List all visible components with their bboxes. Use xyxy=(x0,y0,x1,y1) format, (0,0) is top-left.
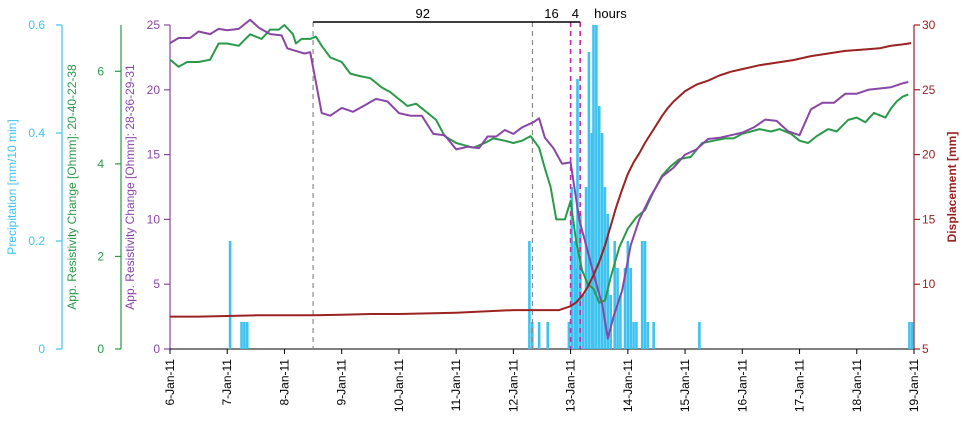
precipitation-bar xyxy=(584,187,588,349)
precipitation-bar xyxy=(546,322,550,349)
x-tick-label: 18-Jan-11 xyxy=(850,359,864,412)
interval-label: 4 xyxy=(572,6,579,21)
precipitation-bar xyxy=(698,322,701,349)
precipitation-bar xyxy=(613,241,616,349)
precipitation-bar xyxy=(616,268,619,349)
green-tick-label: 6 xyxy=(97,64,104,78)
precipitation-bar xyxy=(908,322,911,349)
purple-tick-label: 10 xyxy=(147,212,161,226)
purple-axis-title: App. Resistivity Change [Ohmm]: 28-36-29… xyxy=(123,64,137,310)
displacement-axis-title: Displacement [mm] xyxy=(945,132,959,243)
x-tick-label: 7-Jan-11 xyxy=(220,359,234,406)
disp-tick-label: 10 xyxy=(922,277,936,291)
displacement-axis: 5 10 15 20 25 30 Displacement [mm] xyxy=(913,18,959,356)
precipitation-axis: 0 0.2 0.4 0.6 Precipitation [mm/10 min] xyxy=(5,18,63,356)
interval-annotations: 92 16 4 hours xyxy=(313,6,627,23)
precipitation-bar xyxy=(910,322,914,349)
x-tick-label: 9-Jan-11 xyxy=(335,359,349,406)
green-axis-title: App. Resistivity Change [Ohmm]: 20-40-22… xyxy=(65,64,79,310)
green-tick-label: 2 xyxy=(97,249,104,263)
precipitation-bar xyxy=(623,268,627,349)
disp-tick-label: 15 xyxy=(922,212,936,226)
precipitation-bar xyxy=(629,268,633,349)
precipitation-axis-title: Precipitation [mm/10 min] xyxy=(5,119,19,254)
precipitation-bar xyxy=(592,25,595,349)
precip-tick-label: 0.2 xyxy=(28,234,45,248)
green-resistivity-axis: 0 2 4 6 App. Resistivity Change [Ohmm]: 20-4… xyxy=(65,25,122,356)
precipitation-bar xyxy=(652,322,655,349)
x-tick-label: 15-Jan-11 xyxy=(678,359,692,412)
precip-tick-label: 0.4 xyxy=(28,126,45,140)
series-lines xyxy=(169,18,912,340)
precipitation-bar xyxy=(635,322,638,349)
precipitation-bar xyxy=(619,295,622,349)
hours-label: hours xyxy=(594,6,627,21)
precipitation-bar xyxy=(609,295,612,349)
x-tick-label: 14-Jan-11 xyxy=(621,359,635,412)
precip-tick-label: 0 xyxy=(38,342,45,356)
precipitation-bars xyxy=(228,25,914,349)
x-tick-label: 17-Jan-11 xyxy=(793,359,807,412)
purple-tick-label: 20 xyxy=(147,83,161,97)
precipitation-bar xyxy=(228,241,232,349)
precipitation-bar xyxy=(567,322,571,349)
precipitation-bar xyxy=(528,241,531,349)
x-tick-label: 12-Jan-11 xyxy=(506,359,520,412)
green-series-line xyxy=(169,24,909,304)
x-tick-label: 19-Jan-11 xyxy=(907,359,921,412)
disp-tick-label: 20 xyxy=(922,148,936,162)
event-lines xyxy=(312,22,581,349)
precipitation-bar xyxy=(597,106,601,349)
precipitation-bar xyxy=(640,241,644,349)
precipitation-bar xyxy=(243,322,246,349)
disp-tick-label: 5 xyxy=(922,342,929,356)
purple-resistivity-axis: 0 5 10 15 20 25 App. Resistivity Change [Ohmm]… xyxy=(123,18,171,356)
purple-series-line xyxy=(169,18,909,340)
precipitation-bar xyxy=(590,133,594,349)
precipitation-bar xyxy=(603,187,607,349)
x-tick-label: 10-Jan-11 xyxy=(392,359,406,412)
precipitation-bar xyxy=(537,322,541,349)
purple-tick-label: 0 xyxy=(153,342,160,356)
precipitation-bar xyxy=(626,241,630,349)
precipitation-bar xyxy=(570,187,574,349)
x-axis: 6-Jan-11 7-Jan-11 8-Jan-11 9-Jan-11 10-Jan-1… xyxy=(163,348,921,412)
interval-label: 92 xyxy=(416,6,430,21)
x-tick-label: 11-Jan-11 xyxy=(449,359,463,412)
precipitation-bar xyxy=(632,322,635,349)
precip-tick-label: 0.6 xyxy=(28,18,45,32)
precipitation-bar xyxy=(573,241,576,349)
precipitation-bar xyxy=(581,295,585,349)
green-tick-label: 0 xyxy=(97,342,104,356)
purple-tick-label: 25 xyxy=(147,18,161,32)
precipitation-bar xyxy=(646,322,650,349)
x-tick-label: 16-Jan-11 xyxy=(735,359,749,412)
precipitation-bar xyxy=(606,214,610,349)
precipitation-bar xyxy=(240,322,243,349)
disp-series-line xyxy=(170,42,912,318)
disp-tick-label: 25 xyxy=(922,83,936,97)
precipitation-bar xyxy=(595,25,598,349)
precipitation-bar xyxy=(245,322,249,349)
precipitation-bar xyxy=(643,241,647,349)
x-tick-label: 13-Jan-11 xyxy=(564,359,578,412)
x-tick-label: 8-Jan-11 xyxy=(277,359,291,406)
precipitation-bar xyxy=(530,322,534,349)
disp-tick-label: 30 xyxy=(922,18,936,32)
precipitation-bar xyxy=(579,214,582,349)
precipitation-bar xyxy=(587,52,591,349)
interval-label: 16 xyxy=(544,6,558,21)
green-tick-label: 4 xyxy=(97,157,104,171)
precipitation-bar xyxy=(600,133,604,349)
purple-tick-label: 15 xyxy=(147,148,161,162)
purple-tick-label: 5 xyxy=(153,277,160,291)
x-tick-label: 6-Jan-11 xyxy=(163,359,177,406)
